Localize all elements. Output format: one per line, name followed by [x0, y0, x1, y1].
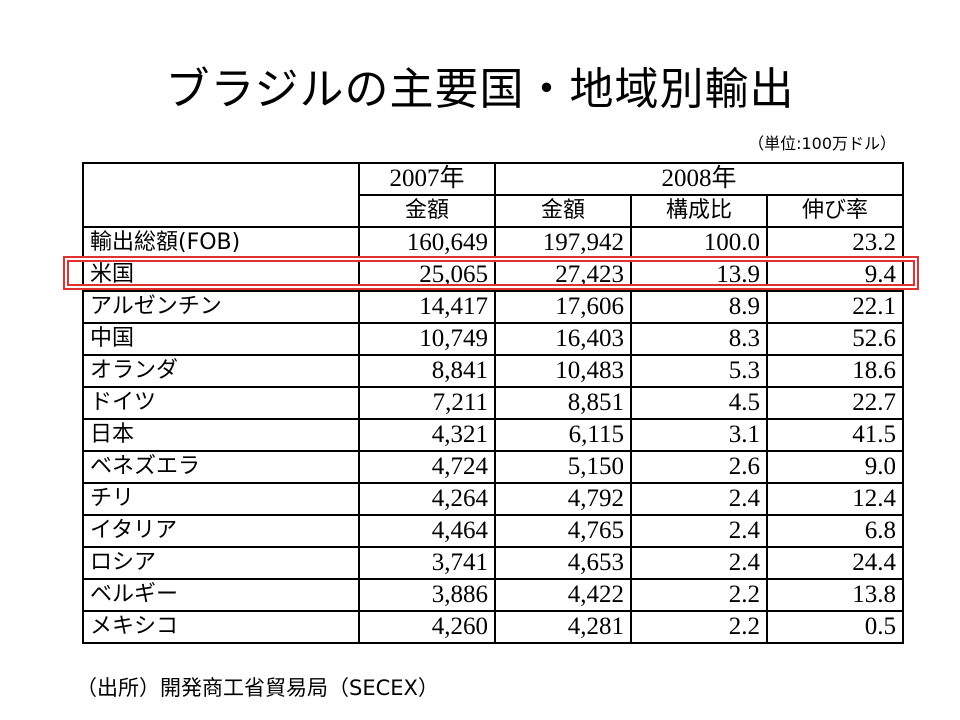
growth-value: 9.4: [766, 258, 904, 292]
table-row: オランダ 8,841 10,483 5.3 18.6: [82, 354, 904, 388]
value-2007: 7,211: [358, 386, 496, 420]
row-label: 中国: [82, 322, 360, 356]
value-2007: 4,724: [358, 450, 496, 484]
growth-value: 9.0: [766, 450, 904, 484]
row-label: ベルギー: [82, 578, 360, 612]
growth-value: 41.5: [766, 418, 904, 452]
share-value: 2.6: [630, 450, 768, 484]
growth-value: 22.1: [766, 290, 904, 324]
growth-value: 23.2: [766, 226, 904, 260]
share-value: 2.2: [630, 610, 768, 644]
value-2008: 10,483: [494, 354, 632, 388]
row-label: 輸出総額(FOB): [82, 226, 360, 260]
header-amount-2008: 金額: [494, 194, 632, 228]
share-value: 2.4: [630, 546, 768, 580]
row-label: オランダ: [82, 354, 360, 388]
value-2007: 3,886: [358, 578, 496, 612]
value-2007: 3,741: [358, 546, 496, 580]
header-row-columns: 金額 金額 構成比 伸び率: [83, 194, 904, 228]
table-row: イタリア 4,464 4,765 2.4 6.8: [82, 514, 904, 548]
growth-value: 13.8: [766, 578, 904, 612]
table-row: ロシア 3,741 4,653 2.4 24.4: [82, 546, 904, 580]
row-label: ドイツ: [82, 386, 360, 420]
growth-value: 6.8: [766, 514, 904, 548]
growth-value: 52.6: [766, 322, 904, 356]
share-value: 8.3: [630, 322, 768, 356]
value-2008: 6,115: [494, 418, 632, 452]
header-share: 構成比: [630, 194, 768, 228]
share-value: 3.1: [630, 418, 768, 452]
table-row: ベネズエラ 4,724 5,150 2.6 9.0: [82, 450, 904, 484]
value-2007: 10,749: [358, 322, 496, 356]
row-label: ベネズエラ: [82, 450, 360, 484]
header-year-2008: 2008年: [494, 162, 904, 196]
unit-note: （単位:100万ドル）: [748, 134, 896, 153]
header-growth: 伸び率: [766, 194, 904, 228]
value-2007: 25,065: [358, 258, 496, 292]
growth-value: 18.6: [766, 354, 904, 388]
export-table: 2007年 2008年 金額 金額 構成比 伸び率 輸出総額(FOB) 160,6…: [82, 162, 904, 644]
value-2008: 17,606: [494, 290, 632, 324]
value-2007: 4,264: [358, 482, 496, 516]
table-row: 中国 10,749 16,403 8.3 52.6: [82, 322, 904, 356]
share-value: 5.3: [630, 354, 768, 388]
value-2007: 4,260: [358, 610, 496, 644]
header-year-2007: 2007年: [358, 162, 496, 196]
value-2008: 5,150: [494, 450, 632, 484]
value-2008: 8,851: [494, 386, 632, 420]
share-value: 4.5: [630, 386, 768, 420]
value-2008: 4,653: [494, 546, 632, 580]
slide-title: ブラジルの主要国・地域別輸出: [165, 64, 795, 115]
growth-value: 24.4: [766, 546, 904, 580]
table-row: チリ 4,264 4,792 2.4 12.4: [82, 482, 904, 516]
table-row: メキシコ 4,260 4,281 2.2 0.5: [82, 610, 904, 644]
row-label: アルゼンチン: [82, 290, 360, 324]
value-2008: 4,765: [494, 514, 632, 548]
table-row: 輸出総額(FOB) 160,649 197,942 100.0 23.2: [82, 226, 904, 260]
table-row: ベルギー 3,886 4,422 2.2 13.8: [82, 578, 904, 612]
row-label: チリ: [82, 482, 360, 516]
value-2008: 4,422: [494, 578, 632, 612]
value-2007: 14,417: [358, 290, 496, 324]
header-row-years: 2007年 2008年: [82, 162, 904, 228]
row-label: 日本: [82, 418, 360, 452]
table-row: 日本 4,321 6,115 3.1 41.5: [82, 418, 904, 452]
share-value: 8.9: [630, 290, 768, 324]
table-row: ドイツ 7,211 8,851 4.5 22.7: [82, 386, 904, 420]
value-2007: 8,841: [358, 354, 496, 388]
header-amount-2007: 金額: [358, 194, 496, 228]
value-2008: 16,403: [494, 322, 632, 356]
growth-value: 12.4: [766, 482, 904, 516]
row-label: ロシア: [82, 546, 360, 580]
growth-value: 0.5: [766, 610, 904, 644]
share-value: 100.0: [630, 226, 768, 260]
table-row: 米国 25,065 27,423 13.9 9.4: [82, 258, 904, 292]
value-2008: 27,423: [494, 258, 632, 292]
row-label: 米国: [82, 258, 360, 292]
header-corner-cell: [82, 162, 360, 228]
value-2007: 160,649: [358, 226, 496, 260]
growth-value: 22.7: [766, 386, 904, 420]
share-value: 2.4: [630, 514, 768, 548]
value-2007: 4,321: [358, 418, 496, 452]
value-2007: 4,464: [358, 514, 496, 548]
row-label: イタリア: [82, 514, 360, 548]
row-label: メキシコ: [82, 610, 360, 644]
value-2008: 197,942: [494, 226, 632, 260]
value-2008: 4,281: [494, 610, 632, 644]
table-row: アルゼンチン 14,417 17,606 8.9 22.1: [82, 290, 904, 324]
share-value: 13.9: [630, 258, 768, 292]
value-2008: 4,792: [494, 482, 632, 516]
share-value: 2.4: [630, 482, 768, 516]
share-value: 2.2: [630, 578, 768, 612]
source-note: （出所）開発商工省貿易局（SECEX）: [76, 676, 439, 700]
